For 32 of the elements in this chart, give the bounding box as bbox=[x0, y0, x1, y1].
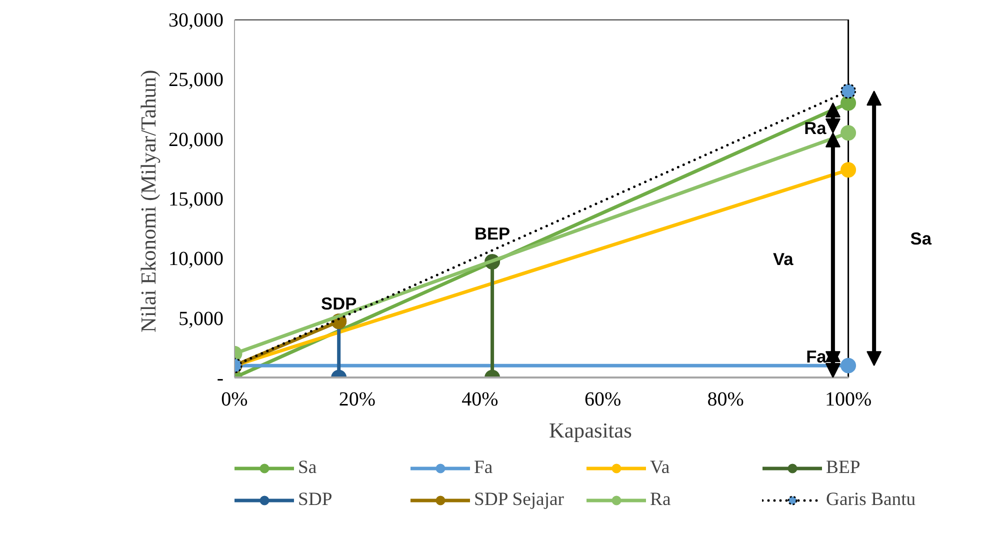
x-tick-label: 20% bbox=[338, 388, 376, 410]
point bbox=[840, 358, 856, 374]
text: Sa bbox=[910, 228, 932, 248]
legend-label: Garis Bantu bbox=[826, 489, 917, 511]
legend-label: Va bbox=[650, 457, 671, 479]
annotation: Ra bbox=[804, 118, 827, 138]
y-tick-label: 25,000 bbox=[168, 69, 224, 92]
legend-label: Fa bbox=[474, 457, 494, 479]
y-tick-label: 20,000 bbox=[168, 128, 224, 151]
x-tick-label: 100% bbox=[824, 388, 872, 410]
legend-label: Ra bbox=[650, 489, 672, 511]
legend-label: Sa bbox=[298, 457, 318, 479]
y-tick-label: 15,000 bbox=[168, 188, 224, 210]
point bbox=[840, 95, 856, 111]
x-tick-label: 0% bbox=[221, 388, 248, 410]
x-tick-label: 60% bbox=[584, 388, 622, 410]
point bbox=[840, 162, 856, 178]
annotation: BEP bbox=[474, 224, 510, 244]
y-axis-title: Nilai Ekonomi (Milyar/Tahun) bbox=[136, 70, 160, 333]
y-tick-label: 10,000 bbox=[168, 248, 224, 270]
legend-label: BEP bbox=[826, 457, 862, 479]
legend-label: SDP Sejajar bbox=[474, 489, 565, 511]
y-tick-label: 5,000 bbox=[178, 308, 224, 330]
y-tick-label: 30,000 bbox=[168, 10, 224, 32]
x-tick-label: 40% bbox=[462, 388, 498, 410]
annotation: Va bbox=[773, 249, 794, 270]
annotation: SDP bbox=[321, 293, 357, 314]
legend-label: SDP bbox=[298, 489, 334, 511]
annotation: Fa bbox=[806, 346, 827, 367]
y-tick-label: - bbox=[216, 368, 224, 390]
x-tick-label: 80% bbox=[707, 388, 744, 410]
x-axis-title: Kapasitas bbox=[549, 418, 632, 442]
